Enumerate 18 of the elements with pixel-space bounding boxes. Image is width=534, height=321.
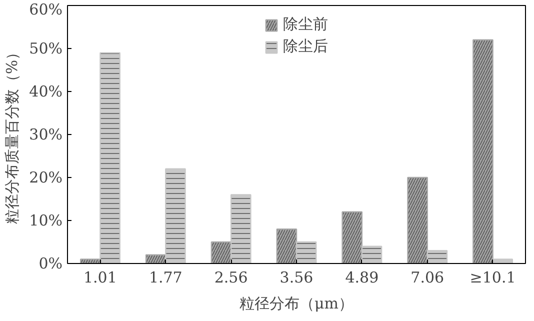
y-axis-title: 粒径分布质量百分数（%） xyxy=(3,44,22,224)
x-tick-label: 1.77 xyxy=(148,268,182,286)
legend-label: 除尘后 xyxy=(283,37,328,56)
x-tick-label: 1.01 xyxy=(84,268,117,286)
y-tick-label: 30% xyxy=(29,126,63,144)
x-tick-label: 4.89 xyxy=(345,268,379,286)
legend-label: 除尘前 xyxy=(283,15,328,34)
x-tick-label: 7.06 xyxy=(410,268,444,286)
y-tick-label: 40% xyxy=(29,82,63,100)
x-axis-title: 粒径分布（μm） xyxy=(240,294,354,312)
y-tick-label: 10% xyxy=(29,212,63,230)
x-tick-label: ≥10.1 xyxy=(470,268,516,286)
y-tick-label: 0% xyxy=(38,254,62,272)
x-tick-label: 3.56 xyxy=(280,268,314,286)
y-tick-label: 60% xyxy=(29,0,63,18)
y-tick-label: 50% xyxy=(29,40,63,58)
y-tick-label: 20% xyxy=(29,168,63,186)
x-tick-label: 2.56 xyxy=(214,268,248,286)
